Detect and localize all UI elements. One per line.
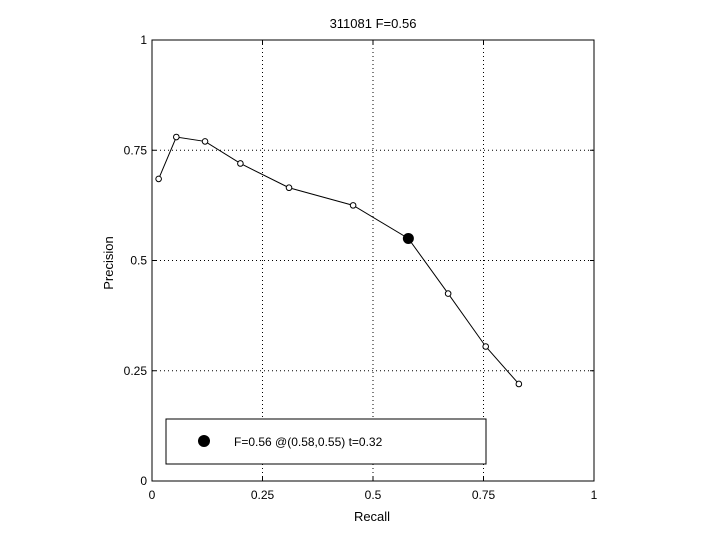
data-point: [349, 202, 357, 209]
legend-entry: F=0.56 @(0.58,0.55) t=0.32: [234, 435, 383, 449]
x-tick-label: 0.5: [365, 488, 382, 502]
x-tick-label: 1: [591, 488, 598, 502]
x-tick-labels: 0 0.25 0.5 0.75 1: [149, 488, 598, 502]
data-point: [482, 343, 490, 350]
x-tick-label: 0: [149, 488, 156, 502]
legend-box: [165, 418, 487, 465]
axis-ticks: [151, 39, 595, 482]
x-axis-title: Recall: [354, 509, 390, 524]
series-line: [158, 136, 520, 385]
data-point: [285, 184, 293, 192]
data-point: [155, 175, 162, 183]
y-tick-label: 0.75: [124, 143, 148, 157]
max-f-point: [402, 232, 414, 244]
data-point: [444, 290, 452, 297]
y-tick-labels: 0 0.25 0.5 0.75 1: [124, 33, 148, 488]
legend: F=0.56 @(0.58,0.55) t=0.32: [165, 418, 487, 465]
series-layer: [155, 133, 523, 388]
y-tick-label: 0.5: [130, 254, 147, 268]
y-tick-label: 0: [140, 474, 147, 488]
grid: [152, 40, 594, 481]
legend-marker: [198, 435, 210, 447]
y-tick-label: 1: [140, 33, 147, 47]
data-point: [515, 380, 523, 388]
y-axis-title: Precision: [101, 236, 116, 289]
data-point: [173, 133, 180, 141]
data-point: [201, 138, 209, 145]
data-point: [237, 160, 244, 167]
x-tick-label: 0.25: [251, 488, 275, 502]
chart-title: 311081 F=0.56: [330, 16, 417, 31]
x-tick-label: 0.75: [472, 488, 496, 502]
y-tick-label: 0.25: [124, 364, 148, 378]
